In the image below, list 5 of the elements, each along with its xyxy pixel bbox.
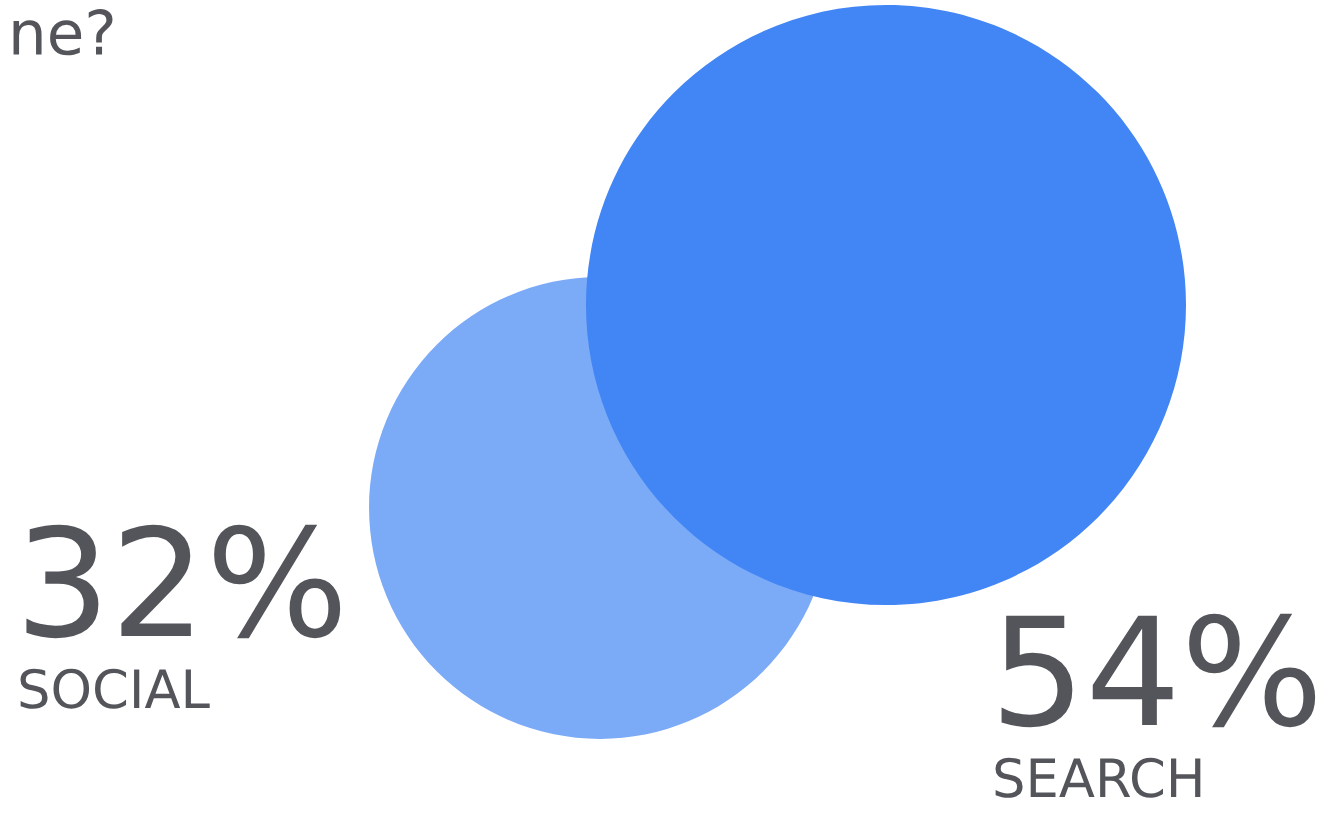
data-label: 32% — [26, 524, 341, 639]
category-label: SOCIAL — [20, 668, 210, 709]
data-label: 54% — [1001, 613, 1316, 728]
category-label: SEARCH — [995, 757, 1201, 798]
text: ne? — [13, 9, 113, 56]
